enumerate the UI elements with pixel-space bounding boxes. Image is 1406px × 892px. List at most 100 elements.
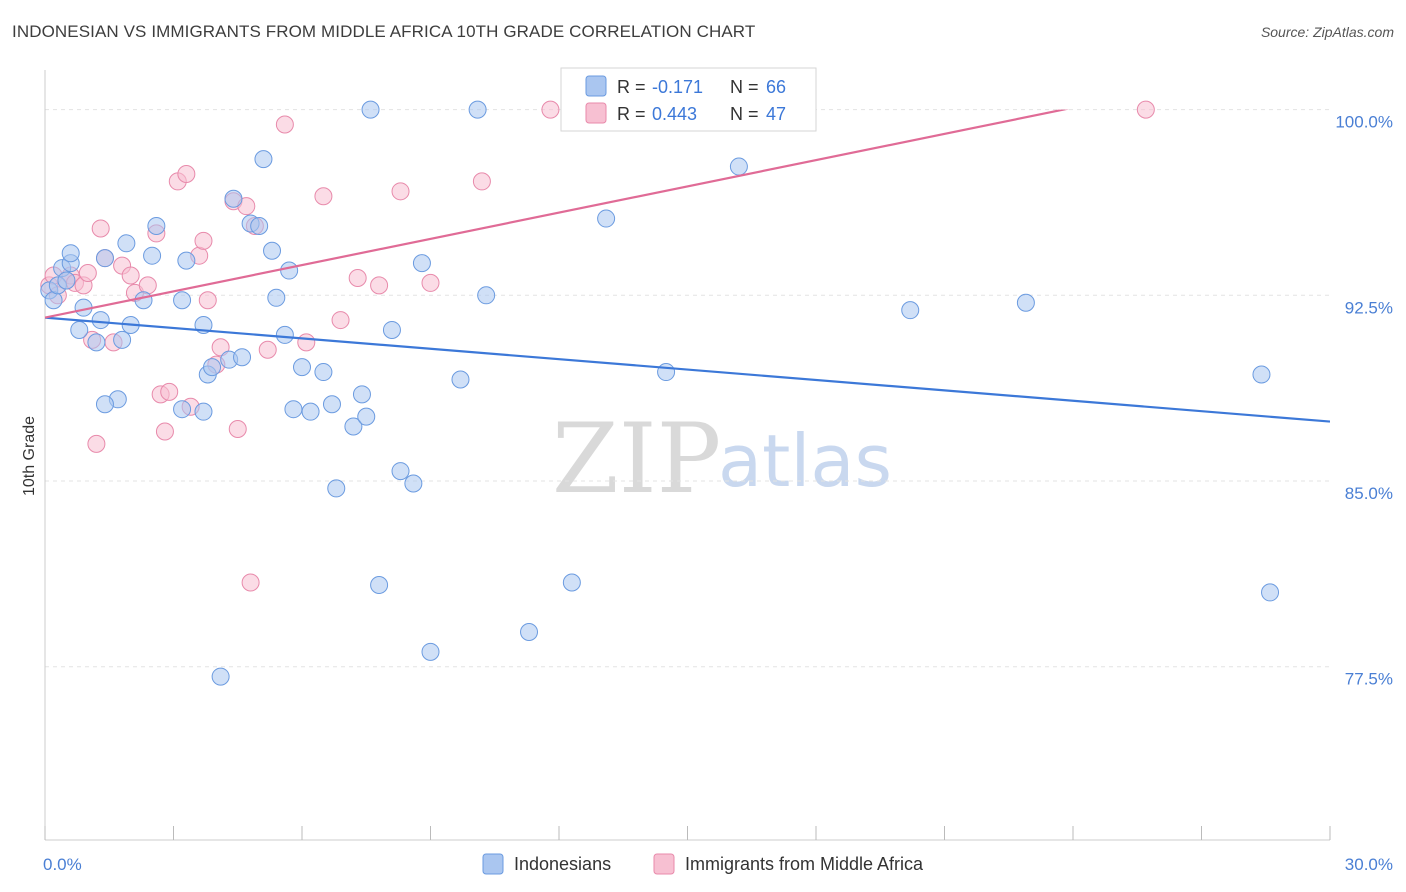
point-indonesians-14	[117, 234, 136, 253]
point-indonesians-28	[254, 150, 273, 169]
point-middle-africa-9	[91, 219, 110, 238]
point-indonesians-50	[520, 623, 539, 642]
watermark-zip: ZIP	[552, 403, 721, 515]
bottom-legend-swatch-middle-africa	[653, 853, 675, 875]
series-indonesians	[40, 100, 1280, 686]
series-legend: Indonesians Immigrants from Middle Afric…	[482, 853, 924, 875]
point-indonesians-27	[250, 216, 269, 235]
point-middle-africa-46	[87, 434, 106, 453]
legend-n-value-1: 66	[766, 77, 786, 97]
point-indonesians-41	[370, 575, 389, 594]
point-middle-africa-25	[198, 291, 217, 310]
point-indonesians-59	[361, 100, 380, 119]
point-middle-africa-37	[331, 311, 350, 330]
bottom-legend-label-indonesians: Indonesians	[514, 854, 611, 874]
point-indonesians-32	[293, 358, 311, 377]
point-middle-africa-15	[138, 276, 157, 295]
point-middle-africa-38	[348, 268, 367, 287]
bottom-legend-swatch-indonesians	[482, 853, 504, 875]
point-indonesians-52	[597, 209, 616, 228]
watermark-atlas: atlas	[718, 419, 892, 503]
point-middle-africa-41	[421, 273, 440, 292]
correlation-legend: R = -0.171 N = 66 R = 0.443 N = 47	[560, 67, 817, 132]
point-indonesians-9	[91, 311, 110, 330]
point-indonesians-65	[173, 400, 192, 419]
point-indonesians-39	[352, 385, 371, 404]
point-indonesians-36	[322, 395, 341, 414]
point-middle-africa-45	[1136, 100, 1155, 119]
point-middle-africa-24	[194, 231, 213, 250]
point-indonesians-1	[44, 291, 63, 310]
point-indonesians-34	[301, 402, 320, 421]
legend-n-label-2: N =	[730, 104, 759, 124]
point-indonesians-8	[61, 244, 80, 263]
legend-r-value-2: 0.443	[652, 104, 697, 124]
bottom-legend-label-middle-africa: Immigrants from Middle Africa	[685, 854, 924, 874]
point-indonesians-54	[729, 157, 748, 176]
point-middle-africa-43	[541, 100, 560, 119]
point-indonesians-12	[113, 330, 132, 349]
point-indonesians-57	[1261, 583, 1280, 602]
point-indonesians-10	[87, 333, 106, 352]
tick-labels: 77.5% 85.0% 92.5% 100.0% 0.0% 30.0%	[43, 113, 1393, 874]
point-indonesians-40	[357, 407, 376, 426]
point-indonesians-58	[1252, 365, 1271, 384]
point-middle-africa-13	[121, 266, 140, 285]
point-indonesians-22	[194, 402, 213, 421]
point-middle-africa-36	[314, 187, 333, 206]
point-indonesians-49	[477, 286, 496, 305]
point-indonesians-46	[421, 642, 440, 661]
legend-n-value-2: 47	[766, 104, 786, 124]
legend-n-label-1: N =	[730, 77, 759, 97]
y-tick-label-2: 92.5%	[1345, 298, 1393, 317]
series-immigrants-middle-africa	[40, 100, 1155, 592]
point-middle-africa-33	[258, 340, 277, 359]
point-indonesians-37	[327, 479, 346, 498]
point-indonesians-53	[657, 363, 676, 382]
point-middle-africa-39	[370, 276, 389, 295]
y-tick-label-1: 85.0%	[1345, 484, 1393, 503]
trend-lines	[45, 109, 1330, 423]
legend-r-label-1: R =	[617, 77, 646, 97]
point-indonesians-11	[95, 249, 114, 268]
point-indonesians-25	[233, 348, 252, 367]
point-indonesians-31	[275, 325, 294, 344]
point-middle-africa-18	[155, 422, 174, 441]
point-indonesians-6	[70, 320, 89, 339]
point-indonesians-60	[280, 261, 299, 280]
legend-r-value-1: -0.171	[652, 77, 703, 97]
point-indonesians-45	[412, 254, 431, 273]
point-indonesians-64	[211, 667, 230, 686]
point-middle-africa-21	[177, 164, 196, 183]
point-indonesians-4	[57, 271, 76, 290]
point-indonesians-44	[404, 474, 423, 493]
point-indonesians-15	[147, 216, 166, 235]
point-indonesians-18	[177, 251, 196, 270]
point-indonesians-43	[391, 462, 410, 481]
point-indonesians-63	[95, 395, 114, 414]
point-indonesians-21	[203, 358, 222, 377]
point-indonesians-48	[468, 100, 487, 119]
point-indonesians-29	[263, 241, 282, 260]
point-middle-africa-19	[160, 382, 179, 401]
trend-line-indonesians	[45, 316, 1330, 423]
point-middle-africa-42	[472, 172, 491, 191]
point-middle-africa-35	[297, 333, 316, 352]
point-middle-africa-27	[211, 338, 230, 357]
trend-line-middle-africa	[45, 109, 1069, 319]
point-indonesians-33	[284, 400, 303, 419]
point-indonesians-55	[901, 301, 920, 320]
y-tick-label-3: 100.0%	[1335, 113, 1393, 132]
point-indonesians-17	[173, 291, 192, 310]
point-indonesians-35	[314, 363, 333, 382]
point-indonesians-61	[134, 291, 153, 310]
legend-swatch-blue	[585, 75, 607, 97]
point-middle-africa-29	[228, 420, 247, 439]
source-credit: Source: ZipAtlas.com	[1260, 24, 1394, 40]
y-tick-label-0: 77.5%	[1345, 670, 1393, 689]
point-indonesians-23	[224, 189, 243, 208]
point-indonesians-30	[267, 288, 286, 307]
x-tick-label-1: 30.0%	[1345, 855, 1393, 874]
legend-swatch-pink	[585, 102, 607, 124]
